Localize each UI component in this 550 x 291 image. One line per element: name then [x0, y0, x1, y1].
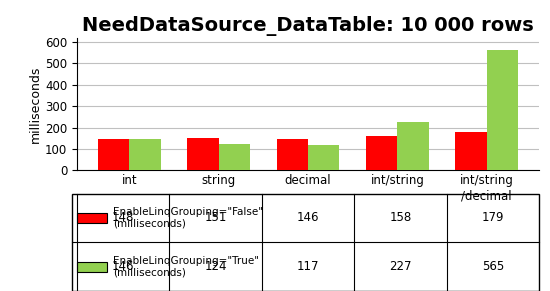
Text: 565: 565: [482, 260, 504, 273]
Bar: [487, 49, 518, 170]
Text: EnableLinqGrouping="False"
(milliseconds): EnableLinqGrouping="False" (milliseconds…: [113, 207, 263, 229]
Bar: [77, 262, 107, 272]
Text: 227: 227: [389, 260, 411, 273]
Bar: [188, 138, 219, 170]
Bar: [219, 144, 250, 170]
Bar: [129, 139, 161, 170]
Text: 151: 151: [205, 211, 227, 224]
Bar: [77, 213, 107, 223]
Text: 158: 158: [389, 211, 411, 224]
Text: EnableLinqGrouping="True"
(milliseconds): EnableLinqGrouping="True" (milliseconds): [113, 256, 258, 277]
Y-axis label: milliseconds: milliseconds: [29, 65, 42, 143]
Bar: [308, 145, 339, 170]
Text: 148: 148: [112, 211, 134, 224]
Bar: [455, 132, 487, 170]
Text: 179: 179: [482, 211, 504, 224]
Text: 146: 146: [297, 211, 319, 224]
Bar: [397, 122, 428, 170]
Title: NeedDataSource_DataTable: 10 000 rows: NeedDataSource_DataTable: 10 000 rows: [82, 16, 534, 36]
Text: 146: 146: [112, 260, 134, 273]
Bar: [277, 139, 308, 170]
Bar: [98, 139, 129, 170]
Text: 117: 117: [297, 260, 319, 273]
Text: 124: 124: [205, 260, 227, 273]
Bar: [366, 136, 397, 170]
